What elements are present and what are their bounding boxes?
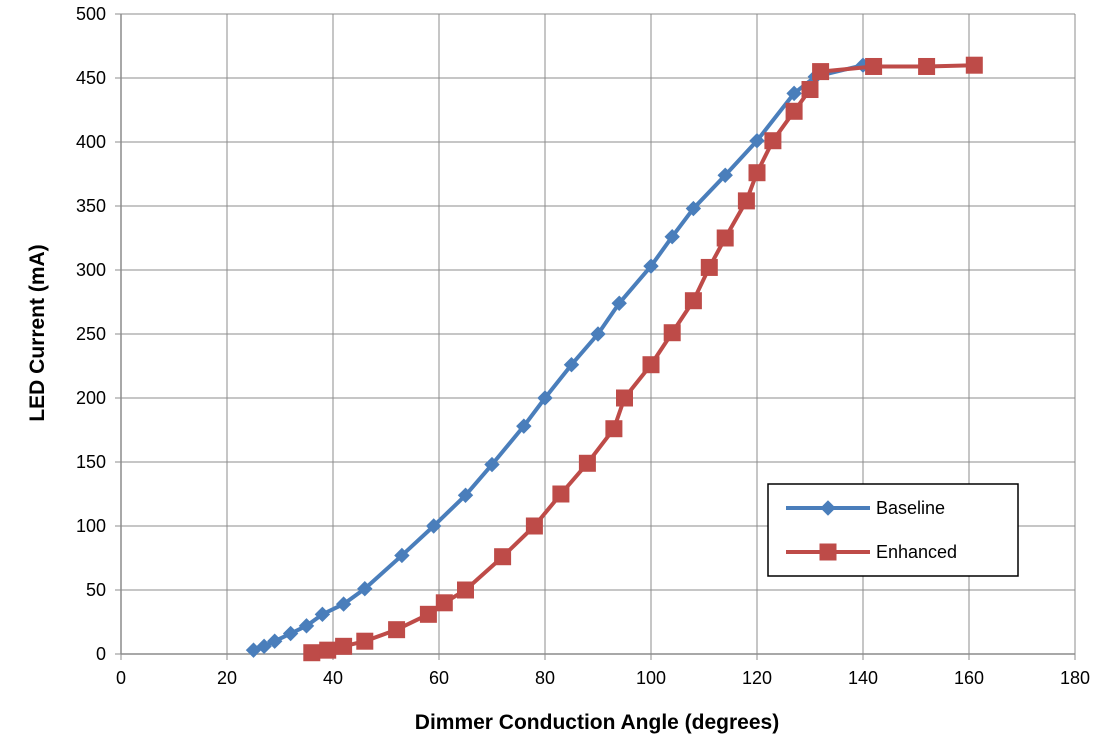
data-point-enhanced: [303, 644, 321, 662]
y-tick-label: 200: [76, 388, 106, 408]
data-point-baseline: [266, 633, 283, 649]
data-point-enhanced: [319, 641, 337, 659]
x-tick-label: 160: [954, 668, 984, 688]
data-point-enhanced: [552, 485, 570, 503]
data-point-enhanced: [700, 258, 718, 276]
data-point-baseline: [394, 547, 410, 564]
data-point-baseline: [685, 200, 702, 217]
data-point-baseline: [314, 606, 331, 623]
data-point-baseline: [425, 518, 442, 534]
data-point-enhanced: [616, 389, 633, 407]
data-point-baseline: [717, 167, 733, 183]
y-tick-label: 500: [76, 4, 106, 24]
data-point-enhanced: [737, 192, 755, 210]
data-point-baseline: [786, 85, 802, 102]
data-point-enhanced: [918, 57, 936, 75]
data-point-baseline: [298, 618, 315, 634]
axes: 0 20 40 60 80 100 120 140 160 180 0 50 100 150 200 250 3…: [76, 4, 1090, 688]
data-point-baseline: [335, 596, 352, 612]
data-point-enhanced: [801, 81, 819, 99]
legend-marker-enhanced: [819, 543, 837, 561]
data-point-baseline: [643, 258, 659, 274]
data-point-baseline: [457, 487, 474, 503]
data-point-baseline: [516, 418, 532, 434]
data-point-enhanced: [663, 324, 681, 342]
y-tick-label: 300: [76, 260, 106, 280]
data-point-enhanced: [605, 420, 623, 438]
legend-marker-baseline: [820, 500, 836, 516]
x-tick-label: 140: [848, 668, 878, 688]
data-point-baseline: [256, 638, 272, 655]
data-point-enhanced: [356, 632, 374, 650]
x-tick-label: 100: [636, 668, 666, 688]
data-point-baseline: [282, 625, 299, 642]
data-point-enhanced: [494, 548, 512, 566]
data-point-enhanced: [764, 132, 782, 150]
data-point-enhanced: [525, 517, 543, 535]
data-point-baseline: [537, 390, 553, 406]
data-point-enhanced: [812, 63, 830, 81]
data-point-baseline: [484, 456, 500, 473]
x-tick-label: 0: [116, 668, 126, 688]
data-point-baseline: [749, 133, 765, 149]
data-point-baseline: [590, 326, 606, 342]
data-point-enhanced: [388, 621, 406, 639]
y-tick-label: 400: [76, 132, 106, 152]
y-tick-label: 150: [76, 452, 106, 472]
y-tick-label: 450: [76, 68, 106, 88]
y-tick-label: 0: [96, 644, 106, 664]
y-tick-label: 100: [76, 516, 106, 536]
legend-box: [767, 483, 1019, 577]
legend-item-enhanced: Enhanced: [786, 542, 957, 562]
y-tick-label: 250: [76, 324, 106, 344]
data-point-enhanced: [785, 102, 803, 120]
legend-item-baseline: Baseline: [786, 498, 945, 518]
legend-label-baseline: Baseline: [876, 498, 945, 518]
data-point-enhanced: [457, 581, 474, 599]
data-point-enhanced: [578, 454, 596, 472]
series-enhanced: [303, 56, 983, 662]
data-point-enhanced: [965, 56, 983, 74]
data-point-enhanced: [748, 164, 766, 182]
x-tick-label: 80: [535, 668, 555, 688]
data-point-baseline: [563, 357, 580, 373]
data-point-enhanced: [419, 605, 437, 623]
y-axis-title: LED Current (mA): [26, 244, 49, 421]
series-baseline: [245, 57, 871, 658]
data-point-enhanced: [335, 637, 353, 655]
x-axis-title: Dimmer Conduction Angle (degrees): [415, 711, 779, 734]
data-point-enhanced: [865, 57, 883, 75]
x-tick-label: 120: [742, 668, 772, 688]
y-tick-label: 50: [86, 580, 106, 600]
x-tick-label: 20: [217, 668, 237, 688]
series-line-enhanced: [311, 63, 975, 655]
x-tick-label: 60: [429, 668, 449, 688]
data-point-baseline: [664, 229, 680, 245]
y-tick-label: 350: [76, 196, 106, 216]
data-point-enhanced: [684, 292, 702, 310]
data-point-enhanced: [716, 229, 734, 247]
x-tick-label: 180: [1060, 668, 1090, 688]
data-point-baseline: [611, 295, 627, 311]
legend: Baseline Enhanced: [767, 483, 1019, 577]
x-tick-label: 40: [323, 668, 343, 688]
data-point-enhanced: [642, 356, 660, 374]
data-point-baseline: [357, 581, 373, 597]
series-group: [245, 56, 983, 662]
legend-label-enhanced: Enhanced: [876, 542, 957, 562]
data-point-enhanced: [435, 594, 453, 612]
